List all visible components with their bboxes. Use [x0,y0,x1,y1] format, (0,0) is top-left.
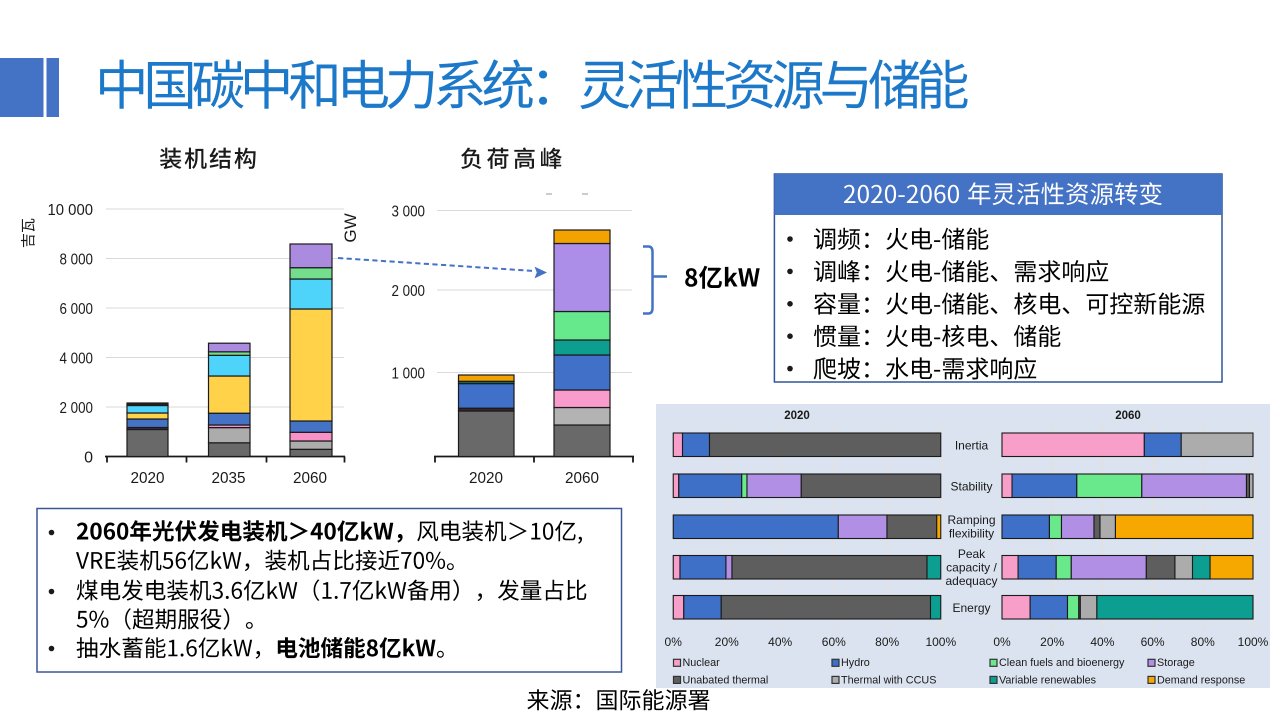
svg-text:capacity /: capacity / [946,561,997,575]
svg-text:0%: 0% [993,635,1011,649]
svg-text:Thermal with CCUS: Thermal with CCUS [841,675,936,687]
svg-text:4 000: 4 000 [60,350,94,367]
svg-text:10 000: 10 000 [48,202,94,219]
svg-text:adequacy: adequacy [945,574,997,588]
svg-text:80%: 80% [1191,635,1215,649]
svg-text:Clean fuels and bioenergy: Clean fuels and bioenergy [999,657,1125,669]
svg-text:100%: 100% [1238,635,1269,649]
svg-text:2060: 2060 [293,470,327,487]
svg-text:2020: 2020 [131,470,165,487]
svg-text:Peak: Peak [958,547,986,561]
svg-text:1 000: 1 000 [392,365,426,382]
svg-text:Ramping: Ramping [947,513,995,527]
svg-text:3 000: 3 000 [392,203,426,220]
svg-text:GW: GW [341,213,360,242]
svg-text:flexibility: flexibility [949,527,994,541]
svg-text:Storage: Storage [1157,657,1195,669]
svg-text:20%: 20% [715,635,739,649]
svg-text:Variable renewables: Variable renewables [999,675,1097,687]
svg-text:0%: 0% [665,635,683,649]
svg-text:80%: 80% [875,635,899,649]
svg-text:8 000: 8 000 [60,251,94,268]
svg-text:2020: 2020 [469,470,503,487]
svg-text:2020: 2020 [784,410,810,422]
svg-text:2035: 2035 [212,470,246,487]
svg-text:Inertia: Inertia [955,439,989,453]
svg-text:6 000: 6 000 [60,301,94,318]
svg-text:40%: 40% [1090,635,1114,649]
svg-text:Unabated thermal: Unabated thermal [683,675,769,687]
svg-text:0: 0 [84,449,93,466]
svg-text:2 000: 2 000 [60,400,94,417]
svg-text:Energy: Energy [952,601,990,615]
svg-text:100%: 100% [925,635,956,649]
svg-text:60%: 60% [1141,635,1165,649]
svg-text:Stability: Stability [950,480,992,494]
svg-text:2 000: 2 000 [392,283,426,300]
svg-text:60%: 60% [822,635,846,649]
svg-text:20%: 20% [1040,635,1064,649]
svg-text:2060: 2060 [1115,410,1141,422]
svg-text:Demand response: Demand response [1157,675,1245,687]
svg-text:Hydro: Hydro [841,657,870,669]
svg-text:40%: 40% [768,635,792,649]
svg-text:Nuclear: Nuclear [683,657,721,669]
svg-text:2060: 2060 [565,470,599,487]
